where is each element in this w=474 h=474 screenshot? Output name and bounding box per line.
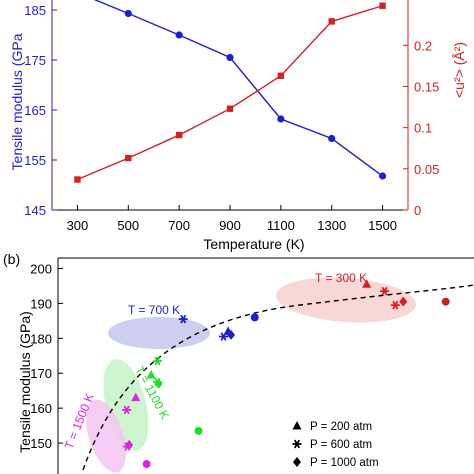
- group-3-point-stroke: [154, 356, 161, 366]
- group-2-point-stroke: [220, 332, 227, 341]
- panel-b-fit-curve: [82, 284, 474, 471]
- series-1-point: [277, 115, 285, 123]
- group-1-point-stroke: [392, 300, 399, 310]
- panel-b-points: [122, 279, 450, 469]
- panel-b-y-tick-label: 190: [30, 296, 52, 311]
- panel-a-x-tick-label: 300: [67, 218, 89, 233]
- panel-b-y-tick-label: 140: [30, 471, 52, 474]
- series-2-point: [226, 105, 234, 112]
- series-1-point: [175, 31, 183, 39]
- legend-marker: [293, 457, 301, 467]
- legend-entry: P = 1000 atm: [310, 457, 379, 469]
- series-2-point: [175, 131, 183, 139]
- panel-a-x-tick-label: 500: [117, 218, 139, 233]
- legend-marker: [292, 421, 302, 430]
- group-4-point: [122, 405, 132, 415]
- series-1-point: [328, 134, 336, 143]
- group-2-point: [219, 332, 229, 341]
- panel-a-y2-tick-label: 0.1: [414, 121, 432, 136]
- group-3-point: [194, 426, 203, 435]
- legend-marker: [292, 439, 302, 449]
- panel-a-y-axis-label: Tensile modulus (GPa: [9, 33, 25, 170]
- group-2-point: [250, 313, 259, 322]
- panel-a-x-tick-label: 900: [219, 218, 241, 233]
- legend-entry: P = 600 atm: [310, 439, 372, 451]
- panel-b-y-axis-label: Tensile modulus (GPa): [17, 311, 33, 453]
- series-2-point: [379, 2, 386, 9]
- group-1-point: [441, 297, 450, 306]
- legend-entry: P = 200 atm: [310, 421, 372, 433]
- panel-a: 300 500 700 900 1100 1300 1500 145 155 165 175 185 0…: [9, 0, 467, 252]
- panel-b-y-tick-label: 150: [30, 436, 52, 451]
- panel-a-x-tick-label: 1300: [317, 218, 346, 233]
- series-2-point: [74, 176, 81, 183]
- panel-b-axes: [57, 257, 474, 474]
- legend-marker-stroke: [293, 439, 301, 449]
- group-3-point: [154, 378, 163, 389]
- panel-b-label: (b): [3, 251, 20, 267]
- panel-a-y2-tick-label: 0.15: [414, 79, 439, 94]
- series-1-point: [378, 172, 387, 180]
- panel-a-x-tick-label: 1500: [368, 218, 397, 233]
- region-700k: [108, 317, 210, 349]
- group-1-point: [362, 279, 372, 288]
- panel-a-x-tick-label: 1100: [267, 218, 295, 233]
- panel-b-y-tick-label: 160: [30, 401, 52, 416]
- panel-a-y2-tick-label: 0: [414, 203, 421, 218]
- panel-b-y-tick-label: 170: [30, 366, 52, 381]
- panel-a-y-tick-label: 185: [24, 3, 46, 18]
- panel-a-series: [74, 0, 387, 183]
- panel-a-tick-labels: 300 500 700 900 1100 1300 1500 145 155 165 175 185 0…: [24, 3, 439, 233]
- panel-b-tick-labels: 140 150 160 170 180 190 200: [30, 261, 52, 474]
- panel-a-axes: [51, 0, 409, 211]
- group-1-point: [399, 296, 408, 307]
- region-1500k: [86, 399, 126, 473]
- panel-a-y-tick-label: 145: [24, 203, 46, 218]
- group-2-point-stroke: [180, 314, 187, 324]
- group-2-point: [178, 314, 188, 324]
- group-4-point: [125, 439, 134, 450]
- panel-a-y2-tick-label: 0.05: [414, 162, 439, 177]
- series-2-point: [277, 72, 285, 79]
- label-300k: T = 300 K: [315, 271, 367, 285]
- series-1-point: [124, 9, 132, 18]
- panel-a-y-tick-label: 155: [24, 153, 46, 168]
- series-1-point: [226, 53, 234, 62]
- panel-a-y2-tick-label: 0.2: [414, 38, 432, 53]
- panel-a-y-tick-label: 165: [24, 103, 46, 118]
- group-4-point: [131, 392, 141, 402]
- panel-b-y-tick-label: 200: [30, 261, 52, 276]
- panel-b-y-tick-label: 180: [30, 331, 52, 346]
- group-1-point-stroke: [381, 286, 388, 296]
- panel-a-x-tick-label: 700: [168, 218, 190, 233]
- series-2-point: [328, 18, 335, 25]
- panel-a-x-axis-label: Temperature (K): [203, 236, 304, 252]
- group-3-point: [152, 356, 162, 366]
- group-1-point: [390, 300, 400, 310]
- group-2-point: [227, 329, 236, 340]
- group-4-point-stroke: [123, 405, 130, 415]
- panel-a-y2-axis-label: <u²> (Å²): [451, 42, 467, 98]
- group-1-point: [380, 286, 390, 296]
- group-4-point: [142, 460, 151, 469]
- label-700k: T = 700 K: [128, 303, 180, 317]
- group-3-point: [146, 369, 156, 379]
- panel-a-y-tick-label: 175: [24, 53, 46, 68]
- series-2-point: [125, 154, 132, 162]
